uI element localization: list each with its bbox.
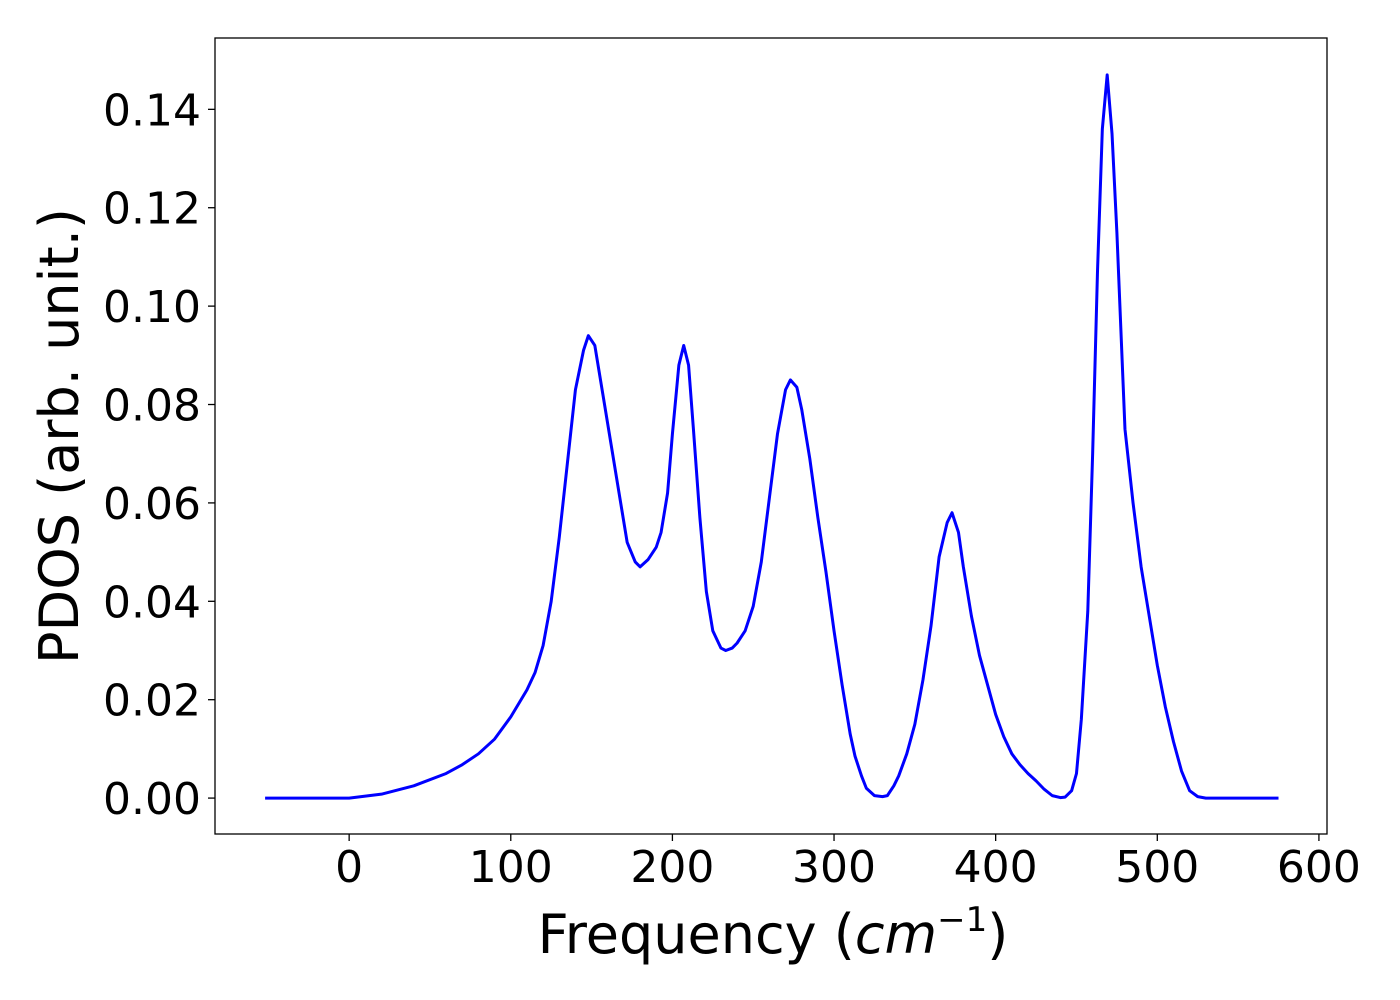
x-tick-label: 200	[630, 842, 714, 893]
y-axis-ticks: 0.00 0.02 0.04 0.06 0.08 0.10 0.12 0.14	[103, 85, 215, 825]
series-group	[265, 73, 1279, 800]
y-tick-label: 0.04	[103, 577, 201, 628]
x-tick-label: 0	[335, 842, 363, 893]
y-tick-label: 0.00	[103, 774, 201, 825]
x-axis-title-sup: −1	[937, 900, 987, 940]
y-tick-label: 0.02	[103, 676, 201, 727]
y-tick-label: 0.06	[103, 479, 201, 530]
y-tick-label: 0.14	[103, 85, 201, 136]
pdos-series-line	[265, 73, 1279, 800]
x-tick-label: 300	[792, 842, 876, 893]
x-axis-title: Frequency (cm−1)	[538, 900, 1009, 966]
x-axis-ticks: 0 100 200 300 400 500 600	[335, 834, 1361, 893]
x-tick-label: 100	[469, 842, 553, 893]
y-tick-label: 0.08	[103, 381, 201, 432]
x-tick-label: 500	[1115, 842, 1199, 893]
x-tick-label: 400	[954, 842, 1038, 893]
plot-frame	[214, 37, 1328, 835]
y-axis-title: PDOS (arb. unit.)	[28, 208, 91, 664]
x-axis-title-prefix: Frequency (	[538, 903, 855, 966]
x-tick-label: 600	[1277, 842, 1361, 893]
y-tick-label: 0.10	[103, 282, 201, 333]
x-axis-title-var: cm	[855, 903, 937, 966]
x-axis-title-suffix: )	[987, 903, 1008, 966]
y-tick-label: 0.12	[103, 184, 201, 235]
